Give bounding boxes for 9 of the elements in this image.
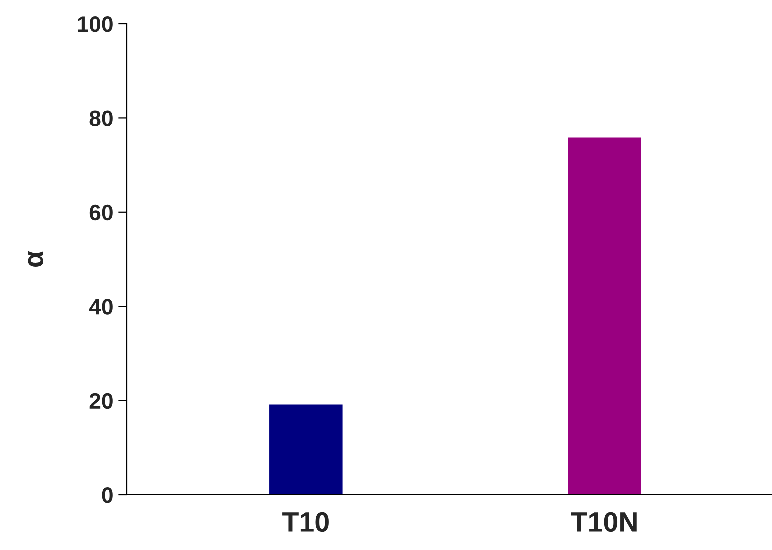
y-tick-label: 80 — [90, 110, 113, 126]
x-tick-label: T10N — [571, 512, 637, 532]
y-axis-title: α — [28, 251, 44, 267]
x-tick-label: T10 — [282, 512, 329, 532]
y-tick-label: 40 — [89, 299, 113, 315]
y-tick-label: 20 — [90, 393, 113, 410]
y-tick-label: 60 — [90, 204, 113, 221]
y-tick-label: 0 — [102, 488, 113, 504]
y-tick-label: 100 — [78, 16, 113, 32]
